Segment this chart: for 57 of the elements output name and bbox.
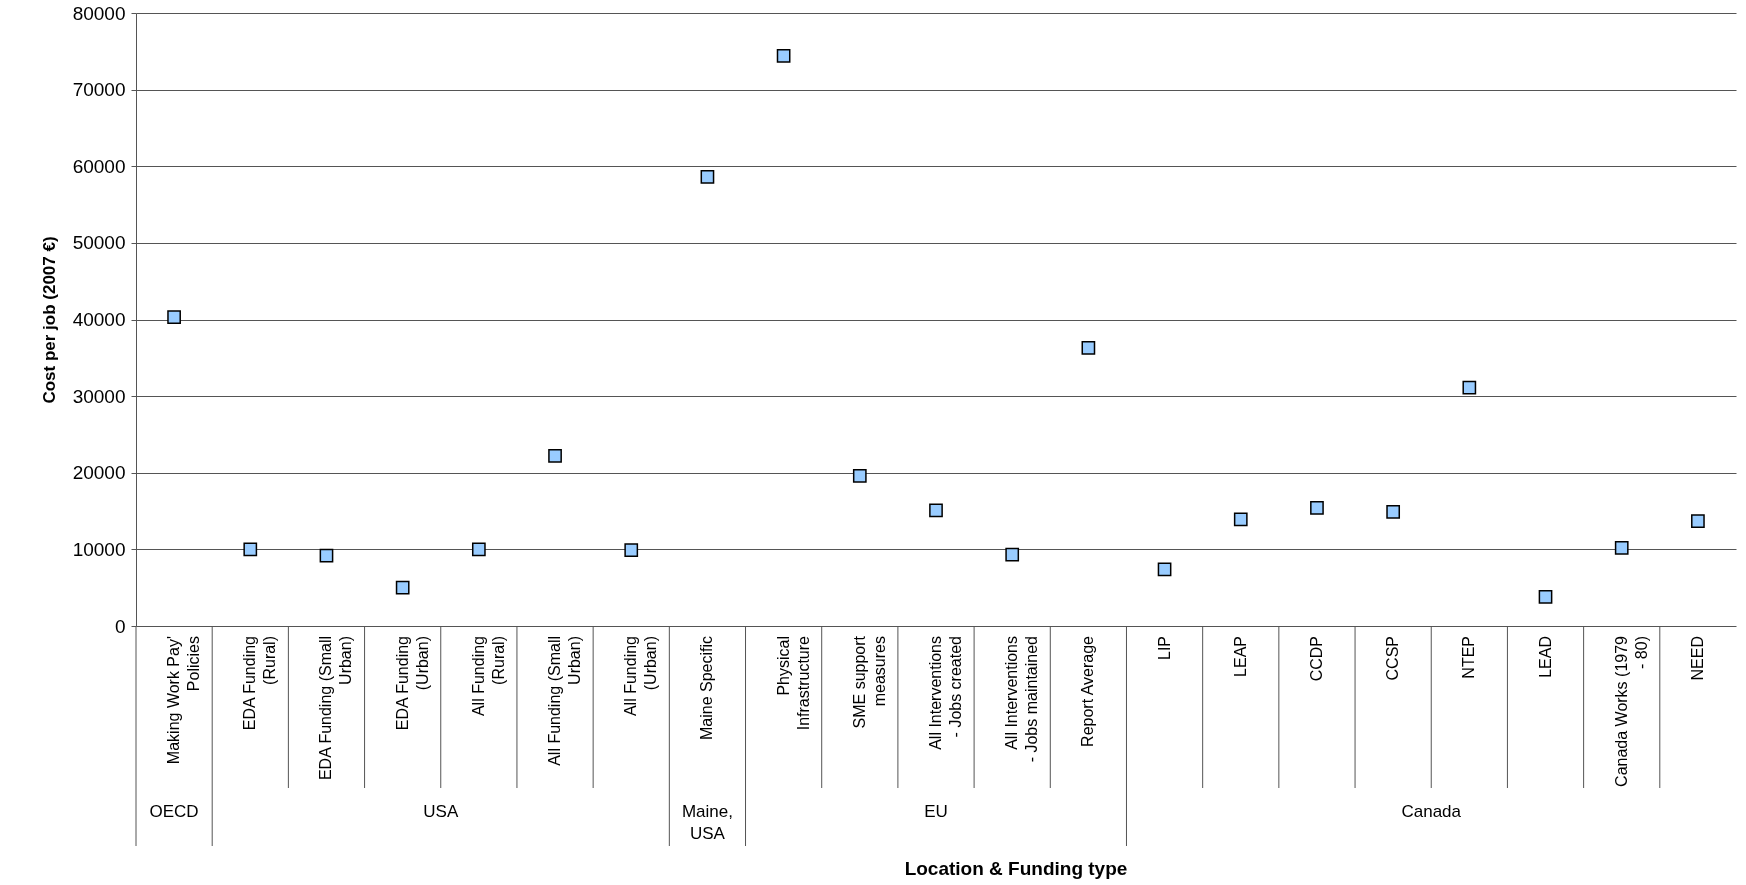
x-tick-label: All Funding (Urban) [622,636,660,717]
x-tick-label: LEAD [1536,636,1554,678]
y-tick-label: 80000 [72,2,126,24]
x-tick-label: Physical Infrastructure [774,635,812,731]
y-tick-label: 10000 [72,538,126,560]
point [548,449,562,463]
point [243,542,258,557]
x-tick-label: Canada Works (1979 - 80) [1612,635,1650,787]
text: Maine, USA [681,802,733,843]
point [1691,514,1705,528]
x-tick-label: EDA Funding (Rural) [241,636,279,731]
point [1386,504,1401,519]
text: EU [924,802,948,821]
point [776,49,791,63]
y-tick-label: 0 [114,615,126,637]
point [852,468,867,483]
point [319,548,334,563]
point [167,310,181,325]
point [1157,562,1172,577]
y-axis-title: Cost per job (2007 €) [39,236,59,404]
x-tick-label: Maine Specific [698,636,716,741]
point [1462,380,1477,395]
x-tick-label: LEAP [1231,636,1249,677]
x-tick-label: CCDP [1307,636,1325,682]
x-tick-label: All Funding (Rural) [469,636,507,717]
x-tick-label: NEED [1688,636,1706,681]
point [1081,340,1096,355]
x-tick-label: SME support measures [850,635,888,729]
point [624,543,639,558]
x-tick-label: All Funding (Small Urban) [546,636,584,766]
point [929,503,943,518]
x-tick-label: Making Work Pay' Policies [165,636,203,765]
x-tick-label: EDA Funding (Small Urban) [317,636,355,781]
text: OECD [149,802,199,821]
x-tick-label: Report Average [1079,635,1097,747]
y-tick-label: 30000 [72,385,126,407]
point [1005,547,1020,562]
x-tick-label: All Interventions - Jobs maintained [1003,636,1041,763]
x-tick-label: EDA Funding (Urban) [393,636,431,731]
y-tick-label: 50000 [72,232,126,254]
text: USA [423,802,459,821]
x-tick-label: CCSP [1384,636,1402,681]
point [700,170,715,184]
x-tick-label: NTEP [1460,636,1478,679]
x-axis-title: Location & Funding type [904,858,1128,879]
text: Canada [1401,802,1462,821]
x-tick-label: LIP [1155,636,1173,661]
point [1538,590,1553,604]
point [1614,540,1629,555]
point [1233,512,1248,527]
point [471,542,486,557]
y-tick-label: 40000 [72,309,126,330]
y-tick-label: 70000 [72,79,126,101]
point [395,580,410,595]
point [1310,501,1324,515]
y-tick-label: 20000 [72,462,126,484]
y-tick-label: 60000 [72,155,126,177]
